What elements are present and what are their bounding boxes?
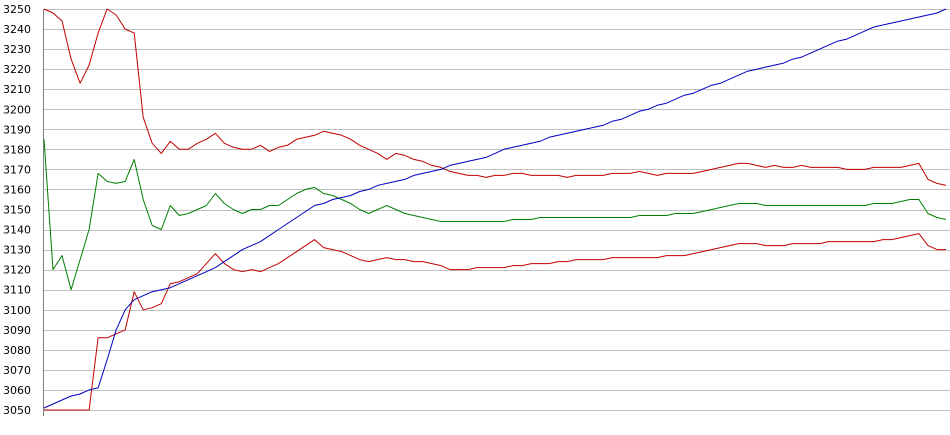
y-tick-label: 3250 (3, 3, 31, 16)
y-tick-label: 3210 (3, 83, 31, 96)
y-tick-label: 3080 (3, 344, 31, 357)
y-tick-label: 3090 (3, 324, 31, 337)
y-tick-label: 3050 (3, 404, 31, 417)
y-tick-label: 3160 (3, 183, 31, 196)
y-tick-label: 3150 (3, 204, 31, 217)
y-tick-label: 3190 (3, 123, 31, 136)
y-tick-label: 3070 (3, 364, 31, 377)
y-tick-label: 3200 (3, 103, 31, 116)
y-tick-labels: 3050 3060 3070 3080 3090 3100 3110 3120 3130 3140… (3, 3, 31, 417)
y-tick-label: 3130 (3, 244, 31, 257)
series-line-1 (43, 8, 947, 186)
y-tick-label: 3220 (3, 63, 31, 76)
y-tick-label: 3170 (3, 163, 31, 176)
series-line-3 (44, 233, 946, 411)
y-tick-label: 3060 (3, 384, 31, 397)
y-tick-label: 3140 (3, 224, 31, 237)
grid (44, 9, 950, 411)
y-tick-label: 3180 (3, 143, 31, 156)
y-tick-label: 3120 (3, 264, 31, 277)
y-tick-label: 3110 (3, 284, 31, 297)
series (43, 8, 947, 411)
y-tick-label: 3230 (3, 43, 31, 56)
y-tick-label: 3100 (3, 304, 31, 317)
series-line-2 (43, 139, 947, 291)
y-tick-label: 3240 (3, 23, 31, 36)
series-line-4 (43, 8, 947, 409)
